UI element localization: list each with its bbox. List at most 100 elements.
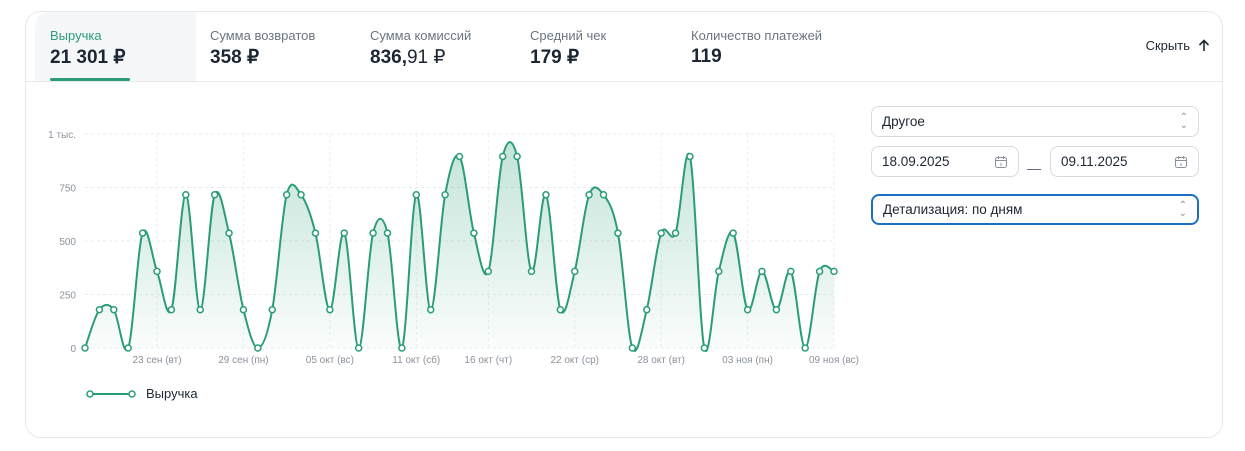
data-point [556,305,565,314]
series-area [85,142,834,352]
tab-label: Сумма комиссий [370,28,472,43]
value-fraction: 91 ₽ [406,47,446,68]
calendar-icon[interactable] [994,155,1008,169]
data-point [340,229,349,237]
tab-label: Сумма возвратов [210,28,316,43]
tab-value: 21 301 ₽ [50,47,126,68]
y-tick-label: 500 [59,237,76,248]
y-tick-label: 0 [70,344,76,355]
data-point [153,267,161,276]
x-tick-label: 28 окт (вт) [637,355,685,366]
data-point [729,229,737,237]
tab-value: 179 ₽ [530,47,580,68]
data-point [772,305,781,314]
data-point [758,267,766,276]
data-point [513,152,521,161]
x-tick-label: 29 сен (пн) [218,355,268,366]
data-point [700,344,709,352]
data-point [426,305,435,314]
data-point [787,267,795,276]
data-point [182,191,190,199]
data-point [354,344,363,352]
x-tick-label: 09 ноя (вс) [809,355,859,366]
data-point [124,344,132,352]
x-tick-label: 16 окт (чт) [464,355,512,366]
tab-label: Количество платежей [691,28,823,43]
y-tick-label: 1 тыс. [48,130,76,141]
data-point [671,229,680,237]
y-tick-label: 750 [59,184,76,195]
data-point [628,344,637,352]
tab-commissions[interactable]: Сумма комиссий 836,91 ₽ [370,12,471,81]
tab-revenue[interactable]: Выручка 21 301 ₽ [35,12,196,81]
data-point [686,152,694,161]
data-point [570,267,579,276]
x-tick-label: 11 окт (сб) [392,354,440,366]
data-point [282,191,291,199]
date-from-input[interactable]: 18.09.2025 [871,146,1019,177]
data-point [542,191,550,199]
hide-button[interactable]: Скрыть [1146,38,1210,53]
x-tick-label: 22 окт (ср) [550,355,599,366]
data-point [110,305,118,314]
series-line [84,141,835,352]
revenue-card: Выручка 21 301 ₽ Сумма возвратов 358 ₽ С… [25,11,1223,438]
data-point [167,305,176,314]
data-point [412,191,421,199]
period-value: Другое [882,114,925,129]
data-point [369,229,377,237]
data-point [815,267,824,276]
data-point [81,344,89,352]
data-point [657,229,665,237]
data-point [138,229,147,237]
data-point [527,267,536,276]
date-separator: — [1027,160,1041,176]
x-tick-label: 05 окт (вс) [306,355,354,366]
data-point [225,229,233,237]
detail-value: Детализация: по дням [883,202,1023,217]
tab-refunds[interactable]: Сумма возвратов 358 ₽ [210,12,315,81]
data-point [297,191,305,199]
chevron-updown-icon: ⌃ ⌄ [1179,111,1188,131]
data-point [455,152,464,161]
data-point [484,267,493,276]
active-tab-indicator [50,78,130,81]
y-tick-label: 250 [59,291,76,302]
legend-line-icon [86,389,136,398]
data-point [441,191,449,199]
x-tick-label: 23 сен (вт) [132,355,181,366]
data-point [326,305,334,314]
data-point [830,267,838,276]
date-to-value: 09.11.2025 [1061,154,1128,169]
metrics-header: Выручка 21 301 ₽ Сумма возвратов 358 ₽ С… [26,12,1222,82]
chart-legend[interactable]: Выручка [86,386,198,401]
tab-average-check[interactable]: Средний чек 179 ₽ [530,12,606,81]
data-point [614,229,622,237]
detail-select[interactable]: Детализация: по дням ⌃ ⌄ [871,194,1199,225]
hide-label: Скрыть [1145,38,1190,53]
data-point [196,305,204,314]
data-point [383,229,392,237]
data-point [585,191,593,199]
data-point [470,229,478,237]
date-to-input[interactable]: 09.11.2025 [1050,146,1199,177]
data-point [239,305,248,314]
date-from-value: 18.09.2025 [882,154,950,169]
data-point [715,267,723,276]
data-point [498,152,507,161]
data-point [210,191,219,199]
data-point [599,191,608,199]
calendar-icon[interactable] [1174,155,1188,169]
tab-value: 119 [691,46,722,67]
chevron-updown-icon: ⌃ ⌄ [1178,199,1187,219]
tab-payments-count[interactable]: Количество платежей 119 [691,12,822,81]
period-select[interactable]: Другое ⌃ ⌄ [871,106,1199,137]
data-point [311,229,320,237]
data-point [398,344,406,352]
data-point [643,305,651,314]
data-point [254,344,262,352]
x-tick-label: 03 ноя (пн) [722,355,773,366]
legend-label: Выручка [146,386,198,401]
data-point [801,344,809,352]
arrow-up-icon [1198,39,1210,51]
